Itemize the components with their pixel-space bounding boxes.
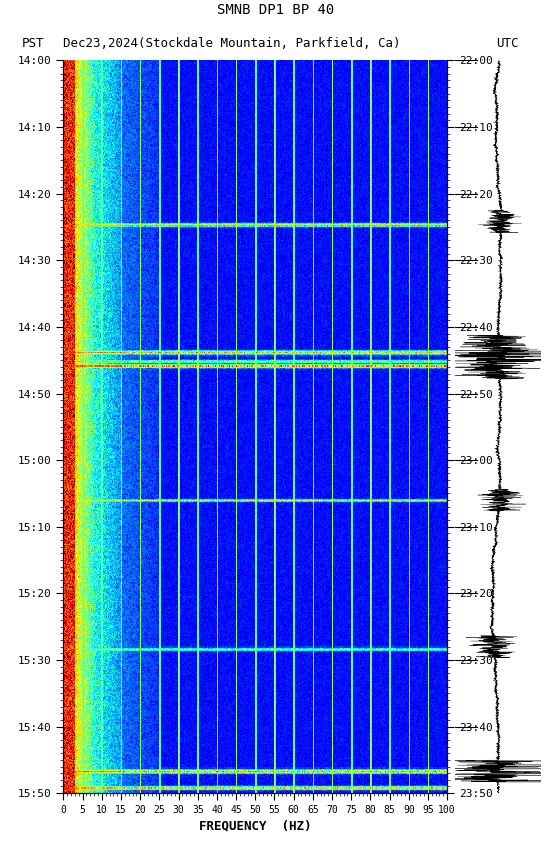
Text: SMNB DP1 BP 40: SMNB DP1 BP 40 [217, 3, 335, 16]
Text: PST: PST [22, 36, 45, 49]
Text: UTC: UTC [497, 36, 519, 49]
X-axis label: FREQUENCY  (HZ): FREQUENCY (HZ) [199, 819, 311, 832]
Text: Dec23,2024(Stockdale Mountain, Parkfield, Ca): Dec23,2024(Stockdale Mountain, Parkfield… [63, 36, 401, 49]
